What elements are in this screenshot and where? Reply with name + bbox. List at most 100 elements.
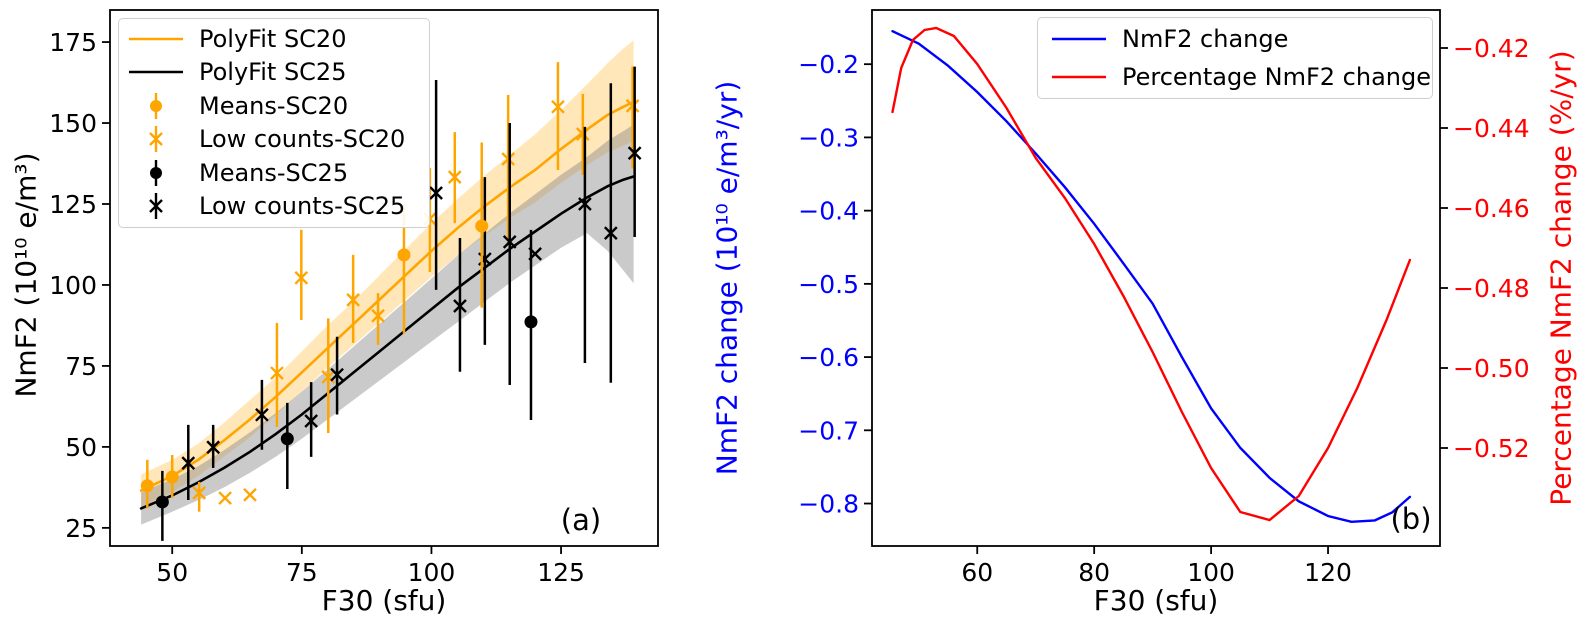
panel-b-spines [871, 9, 1441, 547]
percentage-nmf2-change-curve [891, 26, 1412, 522]
panel-b-legend: NmF2 change Percentage NmF2 change [1037, 17, 1433, 99]
y-tick-label: −0.2 [798, 50, 859, 79]
x-marker [294, 270, 309, 285]
x-tick-label: 120 [1304, 558, 1352, 587]
y-tick-label: −0.6 [798, 343, 859, 372]
x-marker [551, 99, 565, 114]
legend-item-polyfit-sc20: PolyFit SC20 [125, 22, 429, 56]
mean-marker [280, 432, 294, 446]
means-sc25-errorbar-icon [150, 159, 162, 186]
panel-a-y-ticks: 25 50 75 100 125 150 175 [49, 28, 110, 543]
panel-b-left-y-ticks: −0.2 −0.3 −0.4 −0.5 −0.6 −0.7 −0.8 [798, 50, 872, 519]
x-marker [447, 170, 462, 184]
x-marker [603, 226, 618, 240]
x-marker [270, 366, 284, 380]
x-marker [625, 99, 640, 113]
y-tick-label: 75 [65, 352, 97, 381]
panel-a-legend: PolyFit SC20 PolyFit SC25 Means-SC20 Low… [118, 18, 430, 228]
x-marker [346, 293, 361, 307]
legend-label-polyfit-sc20: PolyFit SC20 [199, 24, 347, 53]
panel-a-spines [109, 9, 659, 547]
y-tick-label: −0.8 [798, 490, 859, 519]
x-marker [578, 197, 592, 211]
means-sc20-points [140, 142, 489, 509]
x-tick-label: 50 [156, 558, 188, 587]
legend-item-low-counts-sc25: Low counts-SC25 [125, 190, 429, 224]
x-tick-label: 125 [537, 558, 585, 587]
x-marker [627, 146, 642, 160]
polyfit-sc25-line-icon [129, 70, 183, 74]
x-tick-label: 100 [1187, 558, 1235, 587]
y-tick-label: 25 [65, 514, 97, 543]
mean-marker [397, 248, 411, 262]
y-tick-label: 150 [49, 109, 97, 138]
legend-item-means-sc20: Means-SC20 [125, 89, 429, 123]
mean-marker [140, 479, 154, 493]
y-tick-label: 50 [65, 433, 97, 462]
x-marker [321, 370, 336, 384]
x-tick-label: 60 [961, 558, 993, 587]
means-sc20-errorbar-icon [150, 92, 162, 119]
panel-a-x-ticks: 50 75 100 125 [156, 546, 585, 587]
nmf2-change-curve [891, 30, 1412, 524]
low-counts-sc20-points [192, 62, 640, 512]
legend-label-low-counts-sc25: Low counts-SC25 [199, 192, 406, 221]
legend-item-percentage-nmf2-change: Percentage NmF2 change [1048, 58, 1432, 96]
y-tick-label: −0.50 [1453, 354, 1530, 383]
nmf2-change-line-icon [1052, 37, 1106, 41]
legend-label-means-sc20: Means-SC20 [199, 91, 349, 120]
y-tick-label: −0.4 [798, 197, 859, 226]
x-marker [330, 367, 344, 382]
y-tick-label: −0.3 [798, 123, 859, 152]
means-sc25-points [155, 229, 538, 541]
panel-a-x-axis-label: F30 (sfu) [321, 584, 447, 617]
legend-item-means-sc25: Means-SC25 [125, 156, 429, 190]
x-marker [192, 486, 207, 500]
x-marker [181, 456, 196, 470]
y-tick-label: 175 [49, 28, 97, 57]
x-marker [575, 127, 590, 141]
x-marker [371, 308, 385, 323]
x-marker [502, 235, 517, 249]
y-tick-label: −0.5 [798, 270, 859, 299]
x-marker [453, 299, 467, 313]
panel-b-right-y-axis-label: Percentage NmF2 change (%/yr) [1544, 50, 1578, 506]
legend-label-means-sc25: Means-SC25 [199, 158, 349, 187]
y-tick-label: −0.46 [1453, 194, 1530, 223]
y-tick-label: −0.48 [1453, 274, 1530, 303]
panel-b-tag: (b) [1390, 502, 1432, 536]
legend-label-nmf2-change: NmF2 change [1122, 25, 1289, 53]
y-tick-label: −0.7 [798, 416, 859, 445]
low-counts-sc20-errorbar-icon [149, 126, 163, 153]
mean-marker [524, 315, 538, 329]
panel-b-right-y-ticks: −0.42 −0.44 −0.46 −0.48 −0.50 −0.52 [1440, 34, 1530, 463]
polyfit-sc20-line-icon [129, 37, 183, 41]
mean-marker [155, 495, 169, 509]
y-tick-label: −0.44 [1453, 114, 1530, 143]
x-tick-label: 75 [286, 558, 318, 587]
y-tick-label: −0.52 [1453, 434, 1530, 463]
y-tick-label: −0.42 [1453, 34, 1530, 63]
panel-b: 60 80 100 120−0.2−0.3−0.4−0.5−0.6−0.7−0.8−0… [798, 9, 1530, 587]
panel-a-y-axis-label: NmF2 (10¹⁰ e/m³) [9, 152, 43, 398]
panel-b-left-y-axis-label: NmF2 change (10¹⁰ e/m³/yr) [710, 80, 744, 476]
y-tick-label: 100 [49, 271, 97, 300]
percentage-nmf2-change-line-icon [1052, 75, 1106, 79]
legend-label-polyfit-sc25: PolyFit SC25 [199, 58, 347, 87]
mean-marker [165, 470, 179, 484]
low-counts-sc25-points [181, 66, 642, 501]
x-marker [429, 186, 443, 200]
x-marker [243, 487, 257, 502]
panel-a: 50 75 100 125 25 50 75 100 125 150 175 [49, 9, 659, 587]
legend-label-percentage-nmf2-change: Percentage NmF2 change [1122, 63, 1431, 91]
legend-item-nmf2-change: NmF2 change [1048, 20, 1432, 58]
polyfit-sc25-curve [139, 175, 635, 510]
polyfit-sc20-curve [139, 100, 635, 492]
x-marker [304, 414, 319, 428]
mean-marker [475, 219, 489, 233]
x-marker [218, 491, 232, 505]
panel-b-x-ticks: 60 80 100 120 [961, 546, 1352, 587]
legend-item-low-counts-sc20: Low counts-SC20 [125, 123, 429, 157]
